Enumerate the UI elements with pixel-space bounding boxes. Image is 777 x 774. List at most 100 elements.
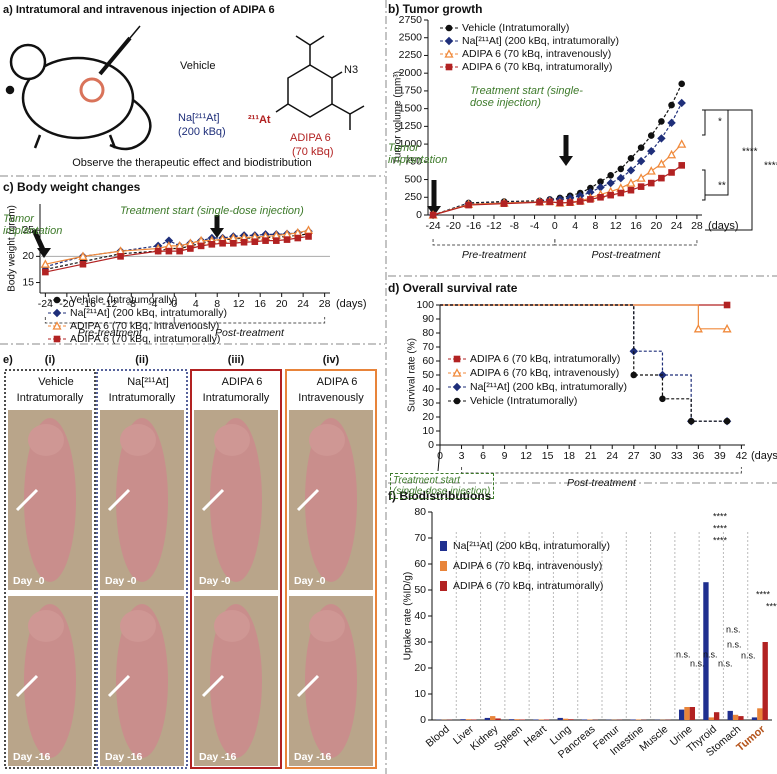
day-label: Day -0: [105, 575, 137, 587]
day-label: Day -0: [199, 575, 231, 587]
tumor-arrow: [15, 674, 39, 698]
arrow-head: [210, 228, 224, 238]
mouse-head: [120, 610, 156, 642]
x-tick-label: -20: [59, 298, 74, 310]
x-tick-label: Spleen: [492, 723, 525, 753]
y-tick-label: 20: [414, 662, 426, 674]
x-tick-label: 6: [480, 450, 486, 462]
mouse-head: [214, 610, 250, 642]
survival-step: [440, 304, 728, 422]
panel-a-title: a) Intratumoral and intravenous injectio…: [3, 4, 275, 16]
mouse-photo: [24, 418, 76, 582]
legend-label: ADIPA 6 (70 kBq, intratumorally): [470, 353, 620, 365]
x-tick-label: 18: [563, 450, 575, 462]
bar: [581, 719, 588, 720]
day-label: Day -0: [13, 575, 45, 587]
x-tick-label: 28: [319, 298, 331, 310]
marker: [677, 139, 687, 148]
legend-label: ADIPA 6 (70 kBq, intravenously): [470, 367, 619, 379]
marker: [79, 260, 87, 268]
legend-label: ADIPA 6 (70 kBq, intravenously): [453, 560, 602, 572]
bar: [762, 642, 768, 720]
marker: [627, 154, 635, 162]
bar: [533, 719, 539, 720]
mouse-photo: [210, 604, 262, 758]
x-tick-label: -12: [102, 298, 117, 310]
marker: [197, 242, 205, 250]
marker: [566, 199, 574, 206]
y-tick-label: 15: [22, 276, 34, 288]
marker: [657, 134, 666, 143]
legend-label: Na[²¹¹At] (200 kBq, intratumorally): [470, 381, 627, 393]
annotation-arrow: [437, 448, 441, 472]
significance: n.s.: [690, 658, 705, 668]
marker: [283, 236, 291, 243]
tumor-arrow: [296, 674, 320, 698]
y-tick-label: 1750: [399, 85, 423, 97]
significance: **: [718, 181, 726, 192]
phase-label: Post-treatment: [591, 249, 661, 261]
marker: [678, 162, 686, 169]
y-tick-label: 40: [414, 610, 426, 622]
x-tick-label: Blood: [424, 723, 452, 750]
bar: [465, 719, 472, 720]
bar: [678, 709, 685, 720]
significance: n.s.: [718, 658, 733, 668]
x-tick-label: -4: [148, 298, 157, 310]
tumor-arrow: [107, 674, 131, 698]
marker: [556, 199, 564, 207]
mouse-head: [28, 610, 64, 642]
significance: ****: [764, 161, 777, 172]
x-tick-label: Muscle: [637, 723, 670, 754]
marker: [656, 159, 666, 168]
y-tick-label: 2250: [399, 49, 423, 61]
significance: ****: [713, 535, 728, 545]
legend-swatch: [440, 541, 447, 551]
marker: [305, 233, 312, 240]
bar: [490, 716, 496, 720]
marker: [536, 198, 543, 206]
y-tick-label: 1500: [399, 102, 423, 114]
marker: [251, 238, 259, 245]
legend-label: Na[²¹¹At] (200 kBq, intratumorally): [70, 307, 227, 319]
marker: [647, 132, 655, 139]
legend-marker: [445, 63, 453, 71]
bar: [689, 707, 696, 720]
y-tick-label: 60: [422, 355, 434, 367]
marker: [208, 241, 216, 248]
y-tick-label: 50: [414, 584, 426, 596]
marker: [659, 395, 666, 403]
y-tick-label: 30: [422, 397, 434, 409]
x-tick-label: 27: [628, 450, 640, 462]
significance: n.s.: [727, 639, 742, 649]
significance: ****: [766, 601, 777, 611]
sig-bracket: [705, 109, 753, 231]
legend-marker: [452, 382, 462, 392]
bar: [508, 719, 515, 720]
x-tick-label: 15: [542, 450, 554, 462]
series-line: [45, 230, 309, 268]
bar: [630, 719, 636, 720]
y-tick-label: 10: [414, 688, 426, 700]
legend-marker: [53, 296, 61, 304]
bar: [757, 708, 763, 720]
legend-marker: [53, 335, 61, 343]
marker: [219, 239, 226, 247]
bar: [557, 717, 563, 720]
x-tick-label: 28: [691, 220, 703, 232]
y-tick-label: 20: [422, 411, 434, 423]
marker: [677, 98, 686, 108]
sig-bracket: [702, 109, 706, 136]
marker: [576, 198, 584, 205]
mouse-photo: [24, 604, 76, 758]
sig-bracket: [702, 169, 706, 201]
group-frame: [285, 369, 377, 769]
marker: [465, 201, 472, 209]
phase-brace: [554, 239, 698, 246]
bar: [543, 719, 550, 720]
x-tick-label: -16: [81, 298, 96, 310]
y-tick-label: 2500: [399, 32, 423, 44]
x-tick-label: 4: [572, 220, 578, 232]
